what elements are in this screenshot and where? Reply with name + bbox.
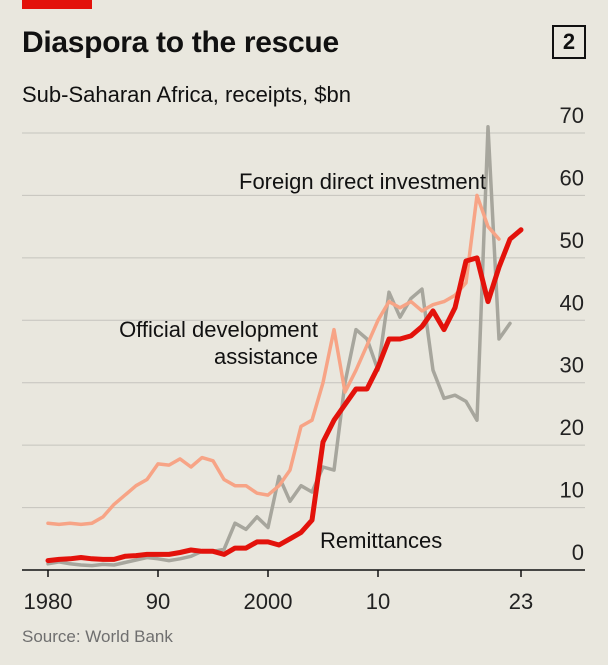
chart-subtitle: Sub-Saharan Africa, receipts, $bn (22, 82, 351, 107)
y-axis-ticks: 0 10 20 30 40 50 60 70 (560, 103, 584, 565)
chart-title: Diaspora to the rescue (22, 26, 339, 59)
y-tick-label: 0 (572, 540, 584, 565)
y-tick-label: 10 (560, 478, 584, 503)
gridlines (22, 132, 585, 571)
y-tick-label: 70 (560, 103, 584, 128)
annotation-oda-line1: Official development (119, 317, 318, 342)
y-tick-label: 30 (560, 353, 584, 378)
x-tick-label: 1980 (24, 589, 73, 614)
y-tick-label: 50 (560, 228, 584, 253)
series-lines (45, 125, 524, 568)
chart-number-badge: 2 (552, 25, 586, 59)
annotation-remittances: Remittances (320, 528, 442, 553)
series-line-oda (46, 193, 501, 527)
x-tick-label: 90 (146, 589, 170, 614)
x-axis-ticks: 1980 90 2000 10 23 (24, 570, 533, 614)
source-note: Source: World Bank (22, 627, 173, 646)
y-tick-label: 20 (560, 415, 584, 440)
annotation-fdi: Foreign direct investment (239, 169, 486, 194)
annotation-oda-line2: assistance (214, 344, 318, 369)
x-tick-label: 2000 (244, 589, 293, 614)
annotations: Foreign direct investment Official devel… (119, 169, 486, 553)
series-line-remittances (45, 227, 524, 564)
brand-red-tab (22, 0, 92, 9)
series-line-fdi (46, 125, 512, 568)
x-tick-label: 10 (366, 589, 390, 614)
y-tick-label: 60 (560, 165, 584, 190)
x-tick-label: 23 (509, 589, 533, 614)
y-tick-label: 40 (560, 290, 584, 315)
